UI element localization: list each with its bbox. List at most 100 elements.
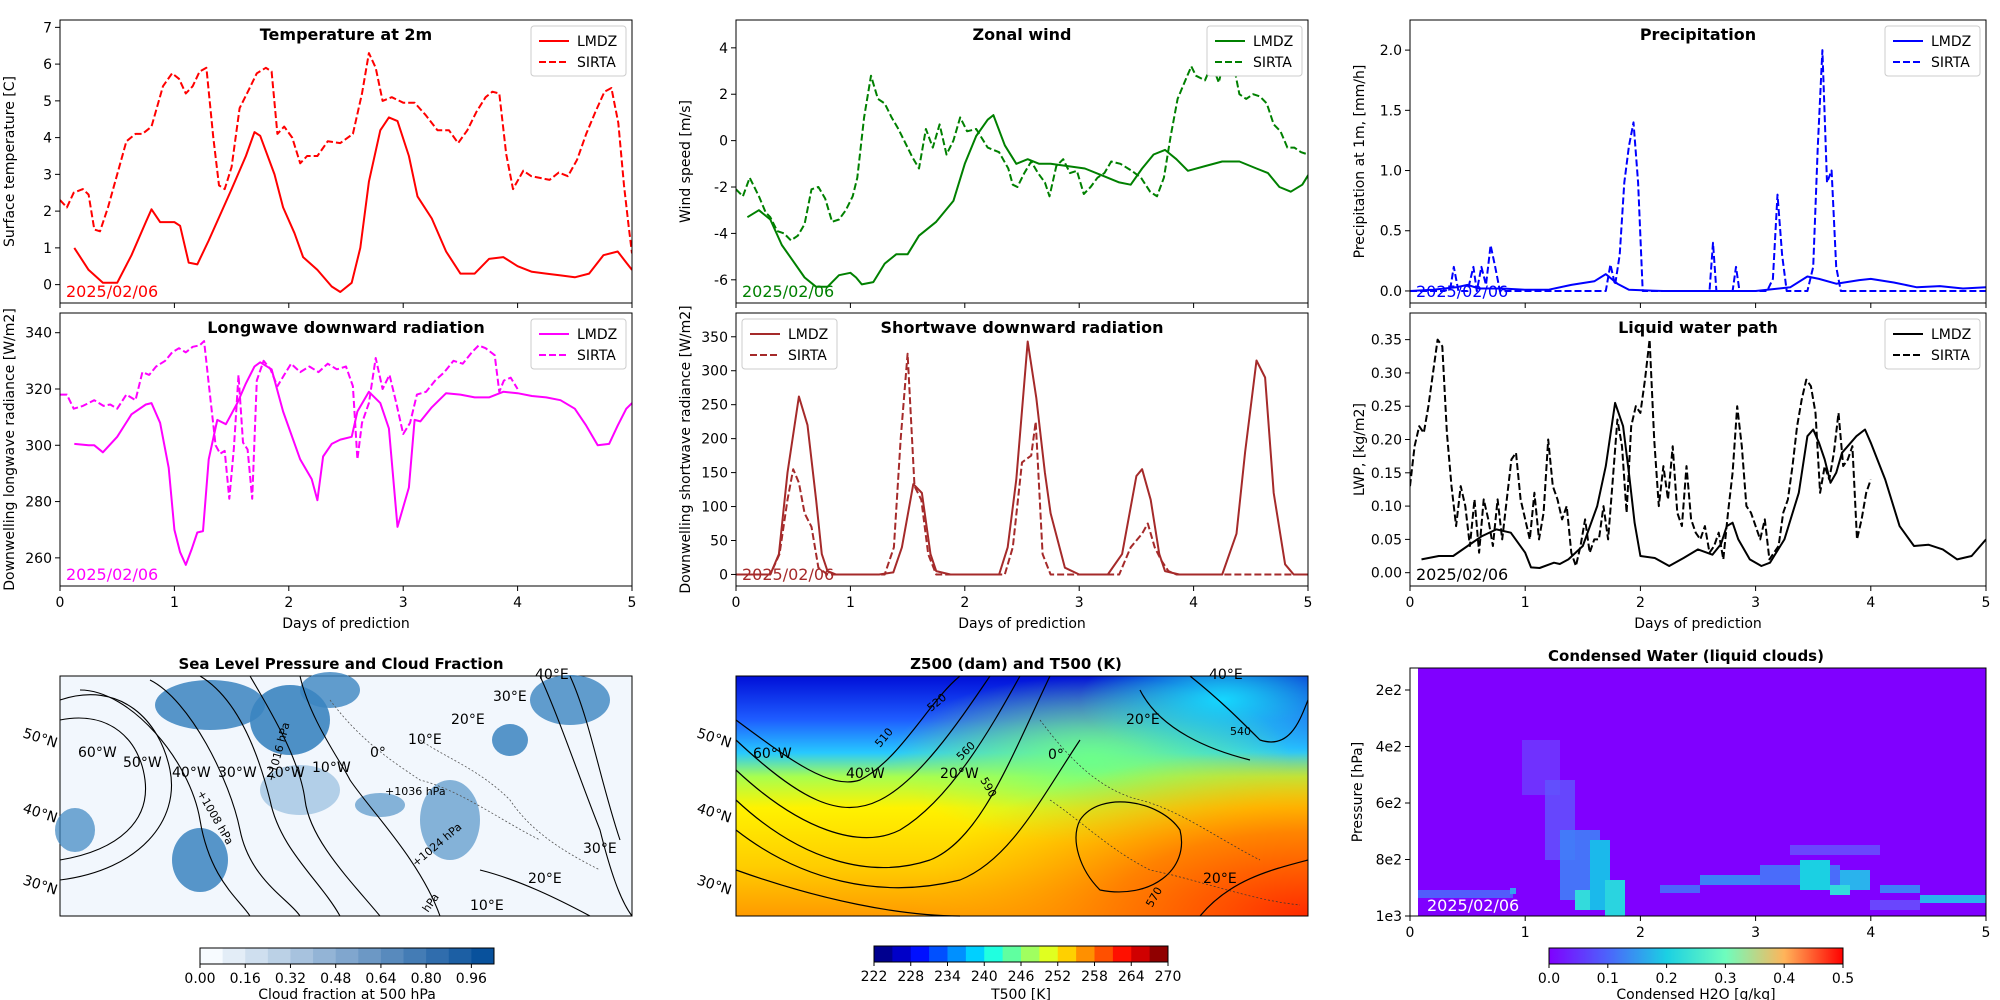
map-label: 30°E [493,689,527,705]
legend-label: SIRTA [577,55,616,71]
y-tick-label: 8e2 [1376,853,1402,869]
colorbar-swatch [1149,946,1169,962]
x-tick-label: 2 [284,595,293,611]
legend: LMDZ SIRTA [741,318,838,370]
y-tick-label: 0 [719,134,728,150]
colorbar-swatch [1057,946,1077,962]
y-tick-label: 1e3 [1376,909,1402,925]
colorbar-swatch [290,948,314,964]
colorbar-swatch [403,948,427,964]
colorbar-swatch [910,946,930,962]
y-tick-label: 4e2 [1376,740,1402,756]
colorbar-tick-label: 0.16 [230,971,261,987]
chart-title: Longwave downward radiation [207,318,485,337]
y-tick-label: -4 [714,226,728,242]
colorbar-swatch [380,948,405,964]
colorbar-tick-label: 240 [971,969,998,985]
y-tick-label: 1.0 [1380,164,1402,180]
y-tick-label: 340 [25,326,52,342]
map-label: 40°W [846,766,885,782]
series-line-lmdz [73,116,632,293]
x-axis-label: Days of prediction [282,616,410,632]
x-tick-label: 4 [1866,925,1875,941]
map-label: 40°W [172,765,211,781]
colorbar-swatch [965,946,985,962]
slp-map-title: Sea Level Pressure and Cloud Fraction [178,655,503,673]
legend-label: SIRTA [788,348,827,364]
x-tick-label: 3 [1751,595,1760,611]
y-tick-label: -6 [714,273,728,289]
y-axis-label: Downwelling shortwave radiance [W/m2] [678,305,694,593]
map-label: 10°W [312,760,351,776]
series-line-lmdz [746,114,1308,288]
colorbar-tick-label: 258 [1081,969,1108,985]
y-tick-label: 5 [43,94,52,110]
colorbar-swatches [200,948,495,964]
legend: LMDZ SIRTA [530,318,627,370]
x-tick-label: 1 [170,595,179,611]
x-tick-label: 0 [732,595,741,611]
x-tick-label: 2 [1636,595,1645,611]
y-tick-label: 4 [43,131,52,147]
colorbar-swatch [426,948,450,964]
legend: LMDZ SIRTA [1884,318,1981,370]
x-tick-label: 2 [1636,925,1645,941]
condensed-water-axes: 0 1 2 3 4 5 2e2 4e2 6e2 8e2 1e3 [1376,683,1991,941]
z500-t500-map: Z500 (dam) and T500 (K) 60°W 40°W 20°W 0… [695,655,1309,1000]
colorbar-tick-label: 0.5 [1832,971,1854,987]
colorbar-tick-label: 0.48 [320,971,351,987]
series-line-sirta [1410,338,1872,567]
legend-label: LMDZ [1931,34,1971,50]
y-tick-label: 2e2 [1376,683,1402,699]
map-label: 30°N [21,873,60,899]
colorbar-swatch [1131,946,1151,962]
date-stamp: 2025/02/06 [1427,896,1519,915]
colorbar-swatch [200,948,224,964]
colorbar-swatch [892,946,912,962]
x-tick-label: 3 [399,595,408,611]
map-label: 50°N [695,726,734,752]
y-tick-label: 280 [25,495,52,511]
series-line-lmdz [736,340,1308,576]
map-label: 50°W [123,755,162,771]
legend-label: SIRTA [1931,55,1970,71]
y-tick-label: 7 [43,20,52,36]
colorbar-swatch [245,948,269,964]
colorbar-tick-label: 228 [897,969,924,985]
map-label: 20°W [940,766,979,782]
y-tick-label: -2 [714,180,728,196]
legend-label: SIRTA [1931,348,1970,364]
map-label: 60°W [753,746,792,762]
contour-label: 540 [1230,725,1251,738]
colorbar-swatch [471,948,495,964]
t500-field-warm [736,676,1308,916]
y-tick-label: 6e2 [1376,796,1402,812]
y-tick-label: 300 [25,438,52,454]
map-label: 30°E [583,841,617,857]
y-tick-label: 2.0 [1380,43,1402,59]
y-tick-label: 4 [719,41,728,57]
map-label: 0° [370,745,386,761]
x-tick-label: 5 [628,595,637,611]
colorbar-swatch [1094,946,1114,962]
coastlines [329,699,601,871]
map-label: 40°E [1209,667,1243,683]
colorbar-label: Condensed H2O [g/kg] [1616,987,1775,1000]
contour-label: +1036 hPa [385,785,446,798]
map-label: 0° [1048,747,1064,763]
condensed-water-title: Condensed Water (liquid clouds) [1548,647,1824,665]
colorbar-tick-label: 0.0 [1538,971,1560,987]
condensed-water-panel: Condensed Water (liquid clouds) 0 1 2 3 4 5 2e… [1350,647,1990,1000]
y-axis-label: Surface temperature [C] [2,76,18,247]
y-tick-label: 200 [701,432,728,448]
colorbar-tick-label: 264 [1118,969,1145,985]
colorbar-swatch [874,946,893,962]
map-label: 30°W [218,765,257,781]
colorbar-ticks: 222 228 234 240 246 252 258 264 270 [861,962,1181,985]
colorbar-tick-label: 0.64 [365,971,396,987]
map-label: 10°E [470,898,504,914]
series-line-sirta [736,352,1308,576]
map-label: 60°W [78,745,117,761]
map-label: 20°E [1126,712,1160,728]
x-axis-label: Days of prediction [958,616,1086,632]
